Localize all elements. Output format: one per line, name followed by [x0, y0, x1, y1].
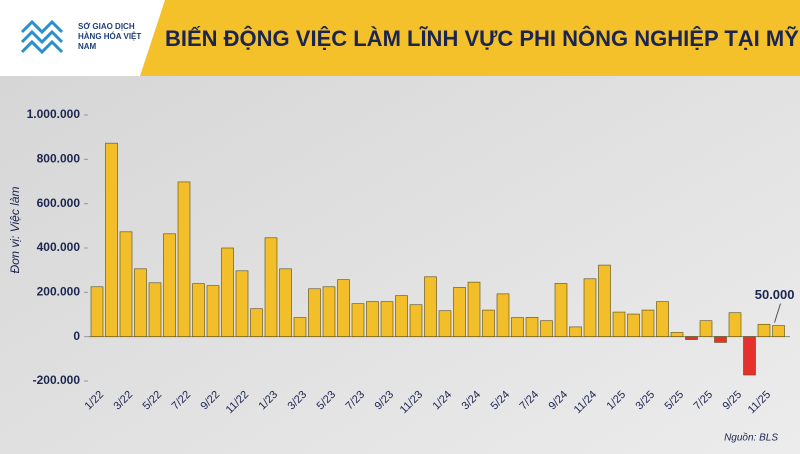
bar	[192, 283, 205, 337]
bar	[772, 325, 785, 337]
bar	[250, 308, 263, 337]
bar	[714, 336, 727, 343]
bar	[177, 181, 191, 337]
bar	[525, 317, 539, 337]
bar	[743, 336, 756, 376]
bar	[728, 312, 742, 337]
bar	[380, 301, 394, 337]
bar	[134, 268, 147, 337]
source: Nguồn: BLS	[724, 432, 778, 444]
bar	[569, 326, 582, 337]
label-leader	[774, 303, 781, 323]
bar	[351, 303, 365, 337]
bar	[757, 323, 771, 337]
bar	[583, 278, 597, 337]
y-tick-label: 400.000	[37, 240, 81, 254]
bar	[641, 309, 655, 337]
data-label: 50.000	[755, 287, 795, 302]
bar	[467, 281, 481, 337]
bar	[163, 233, 176, 337]
y-tick-label: 600.000	[37, 196, 81, 210]
y-tick-label: 800.000	[37, 152, 81, 166]
bar	[105, 142, 118, 337]
bar	[438, 310, 452, 337]
bar	[322, 286, 336, 337]
bar	[699, 320, 713, 337]
bar	[670, 332, 684, 337]
bar	[279, 268, 292, 337]
bar	[308, 288, 321, 337]
y-tick-label: -200.000	[33, 373, 81, 387]
bar	[554, 283, 568, 337]
bar	[395, 295, 408, 337]
bar	[511, 317, 524, 337]
bar	[424, 276, 437, 337]
bar	[656, 301, 669, 337]
bar	[293, 317, 307, 337]
y-tick-label: 0	[73, 329, 80, 343]
bar	[221, 247, 234, 337]
bar	[409, 304, 423, 337]
bar	[612, 311, 626, 337]
bar	[482, 309, 495, 337]
bar	[685, 336, 698, 340]
header-band	[140, 0, 800, 76]
bar	[90, 286, 104, 337]
bar	[627, 313, 640, 337]
y-axis-label: Đơn vị: Việc làm	[8, 186, 22, 273]
bar	[540, 320, 553, 337]
y-tick-label: 200.000	[37, 285, 81, 299]
bar	[496, 293, 510, 337]
bar	[366, 301, 379, 337]
y-tick-label: 1.000.000	[27, 107, 81, 121]
logo-icon	[20, 19, 64, 55]
chart-title: BIẾN ĐỘNG VIỆC LÀM LĨNH VỰC PHI NÔNG NGH…	[165, 26, 799, 51]
logo-text-box: SỞ GIAO DỊCH HÀNG HÓA VIỆT NAM	[78, 22, 142, 51]
bar	[206, 285, 220, 337]
bar	[235, 270, 249, 337]
bar	[119, 231, 133, 337]
logo-text: SỞ GIAO DỊCH HÀNG HÓA VIỆT NAM	[78, 22, 142, 51]
bar	[337, 279, 350, 337]
bar	[264, 237, 278, 337]
bar	[598, 264, 611, 337]
bar	[453, 287, 466, 337]
bar	[148, 282, 162, 337]
